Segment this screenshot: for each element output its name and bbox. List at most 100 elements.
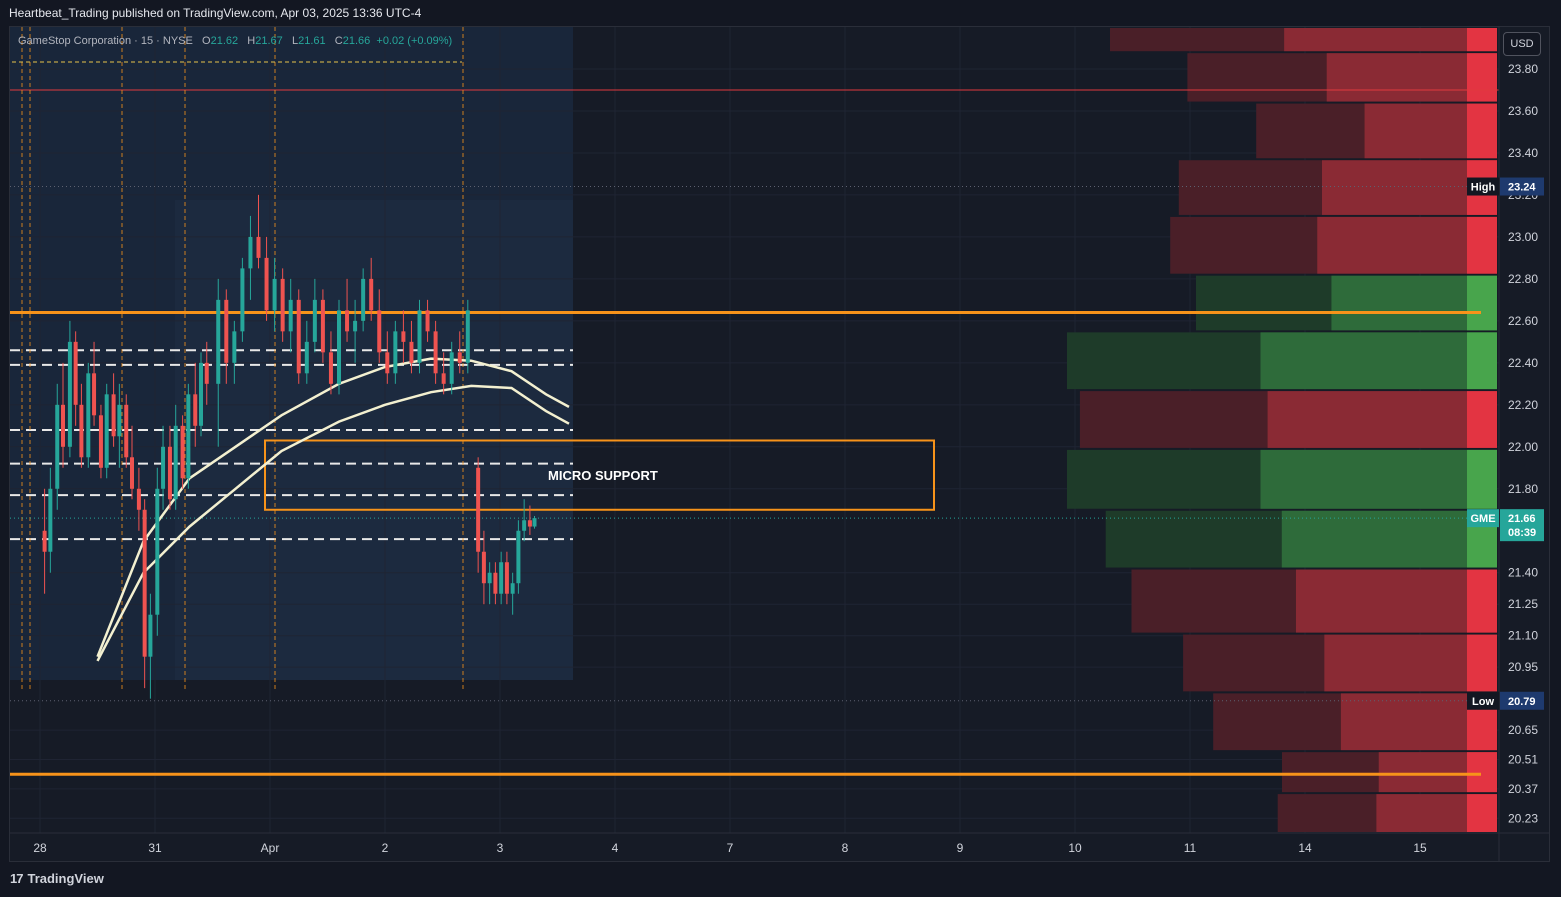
candle-body <box>92 373 97 416</box>
candle-body <box>73 341 78 405</box>
candle-body <box>67 341 72 447</box>
time-tick-label: 2 <box>382 841 389 855</box>
candle-body <box>280 278 285 332</box>
open-label: O <box>202 35 211 47</box>
session-low-tag-label: Low <box>1472 696 1494 708</box>
candle-body <box>532 518 537 527</box>
close-label: C <box>334 35 343 47</box>
candle-body <box>173 425 178 500</box>
candle-body <box>180 425 185 479</box>
volume-bar-edge <box>1467 216 1497 274</box>
price-tick-label: 20.65 <box>1508 723 1538 737</box>
time-tick-label: 31 <box>148 841 162 855</box>
publisher-header: Heartbeat_Trading published on TradingVi… <box>9 6 422 20</box>
moving-average-line <box>96 357 570 658</box>
time-tick-label: Apr <box>261 841 280 855</box>
price-tick-label: 22.20 <box>1508 398 1538 412</box>
candle-body <box>42 530 47 552</box>
candle-body <box>493 572 498 594</box>
tradingview-logo-icon: 17 <box>10 871 24 886</box>
volume-bar-edge <box>1467 569 1497 633</box>
volume-bar-edge <box>1467 332 1497 390</box>
low-label: L <box>291 35 299 47</box>
candle-body <box>522 520 527 531</box>
volume-bar-inner <box>1267 391 1497 448</box>
candle-body <box>240 268 245 332</box>
candle-body <box>417 310 422 363</box>
session-high-tag: High 23.24 <box>1467 177 1544 196</box>
tradingview-brand[interactable]: 17 TradingView <box>10 871 104 886</box>
candle-body <box>186 394 191 479</box>
price-tick-label: 23.00 <box>1508 230 1538 244</box>
last-price-tag-label-bg <box>1467 509 1499 528</box>
candle-body <box>409 341 414 363</box>
candle-body <box>130 457 134 489</box>
time-tick-label: 8 <box>842 841 849 855</box>
candle-body <box>248 236 253 269</box>
volume-bar-inner <box>1260 449 1497 509</box>
last-price-tag-value: 21.66 <box>1508 513 1536 525</box>
time-tick-label: 10 <box>1068 841 1082 855</box>
candle-body <box>312 299 317 342</box>
candle-body <box>86 373 91 458</box>
price-tick-label: 21.10 <box>1508 629 1538 643</box>
symbol-legend: GameStop Corporation · 15 · NYSE O21.62 … <box>18 35 452 47</box>
currency-button[interactable]: USD <box>1503 32 1541 56</box>
moving-average-line <box>96 384 570 662</box>
candle-body <box>377 310 382 353</box>
candle-body <box>328 352 333 384</box>
time-tick-label: 14 <box>1298 841 1312 855</box>
candle-body <box>204 362 209 384</box>
candle-body <box>369 278 374 311</box>
candle-body <box>361 278 366 321</box>
candle-body <box>296 299 301 374</box>
candle-body <box>117 404 122 437</box>
candle-body <box>256 236 261 258</box>
price-tick-label: 20.95 <box>1508 660 1538 674</box>
session-low-tag: Low 20.79 <box>1467 691 1544 710</box>
candle-body <box>504 562 509 594</box>
price-tick-label: 20.23 <box>1508 811 1538 825</box>
volume-bar-edge <box>1467 794 1497 832</box>
volume-bar-edge <box>1467 449 1497 509</box>
session-low-tag-value: 20.79 <box>1508 696 1536 708</box>
candle-body <box>449 352 454 384</box>
price-tick-label: 22.60 <box>1508 314 1538 328</box>
price-tick-label: 22.80 <box>1508 272 1538 286</box>
candle-body <box>224 299 229 363</box>
candle-body <box>55 404 60 489</box>
candle-body <box>481 551 486 584</box>
volume-profile <box>1067 28 1497 832</box>
candle-body <box>288 299 293 332</box>
price-tick-label: 22.00 <box>1508 440 1538 454</box>
time-tick-label: 7 <box>727 841 734 855</box>
last-price-tag-countdown: 08:39 <box>1508 527 1536 539</box>
candle-body <box>457 352 462 363</box>
time-tick-label: 11 <box>1184 841 1197 855</box>
candle-body <box>98 415 103 468</box>
candle-body <box>142 509 147 657</box>
candle-body <box>353 320 358 332</box>
candle-body <box>216 299 221 384</box>
candle-body <box>104 394 109 468</box>
volume-bar-edge <box>1467 391 1497 448</box>
volume-bar-edge <box>1467 275 1497 331</box>
candle-body <box>232 331 237 363</box>
open-value: 21.62 <box>210 35 239 47</box>
candle-body <box>441 373 446 384</box>
candle-body <box>61 404 65 447</box>
candle-body <box>337 310 341 384</box>
brand-name: TradingView <box>27 871 104 886</box>
time-tick-label: 9 <box>957 841 964 855</box>
volume-bar-edge <box>1467 752 1497 793</box>
candle-body <box>425 310 430 332</box>
candle-body <box>393 331 398 374</box>
candle-body <box>465 310 470 363</box>
volume-bar-edge <box>1467 28 1497 52</box>
price-tick-label: 20.37 <box>1508 782 1538 796</box>
volume-bar-inner <box>1284 28 1497 52</box>
price-tick-label: 23.40 <box>1508 146 1538 160</box>
volume-bar-edge <box>1467 634 1497 692</box>
candle-body <box>499 562 504 594</box>
